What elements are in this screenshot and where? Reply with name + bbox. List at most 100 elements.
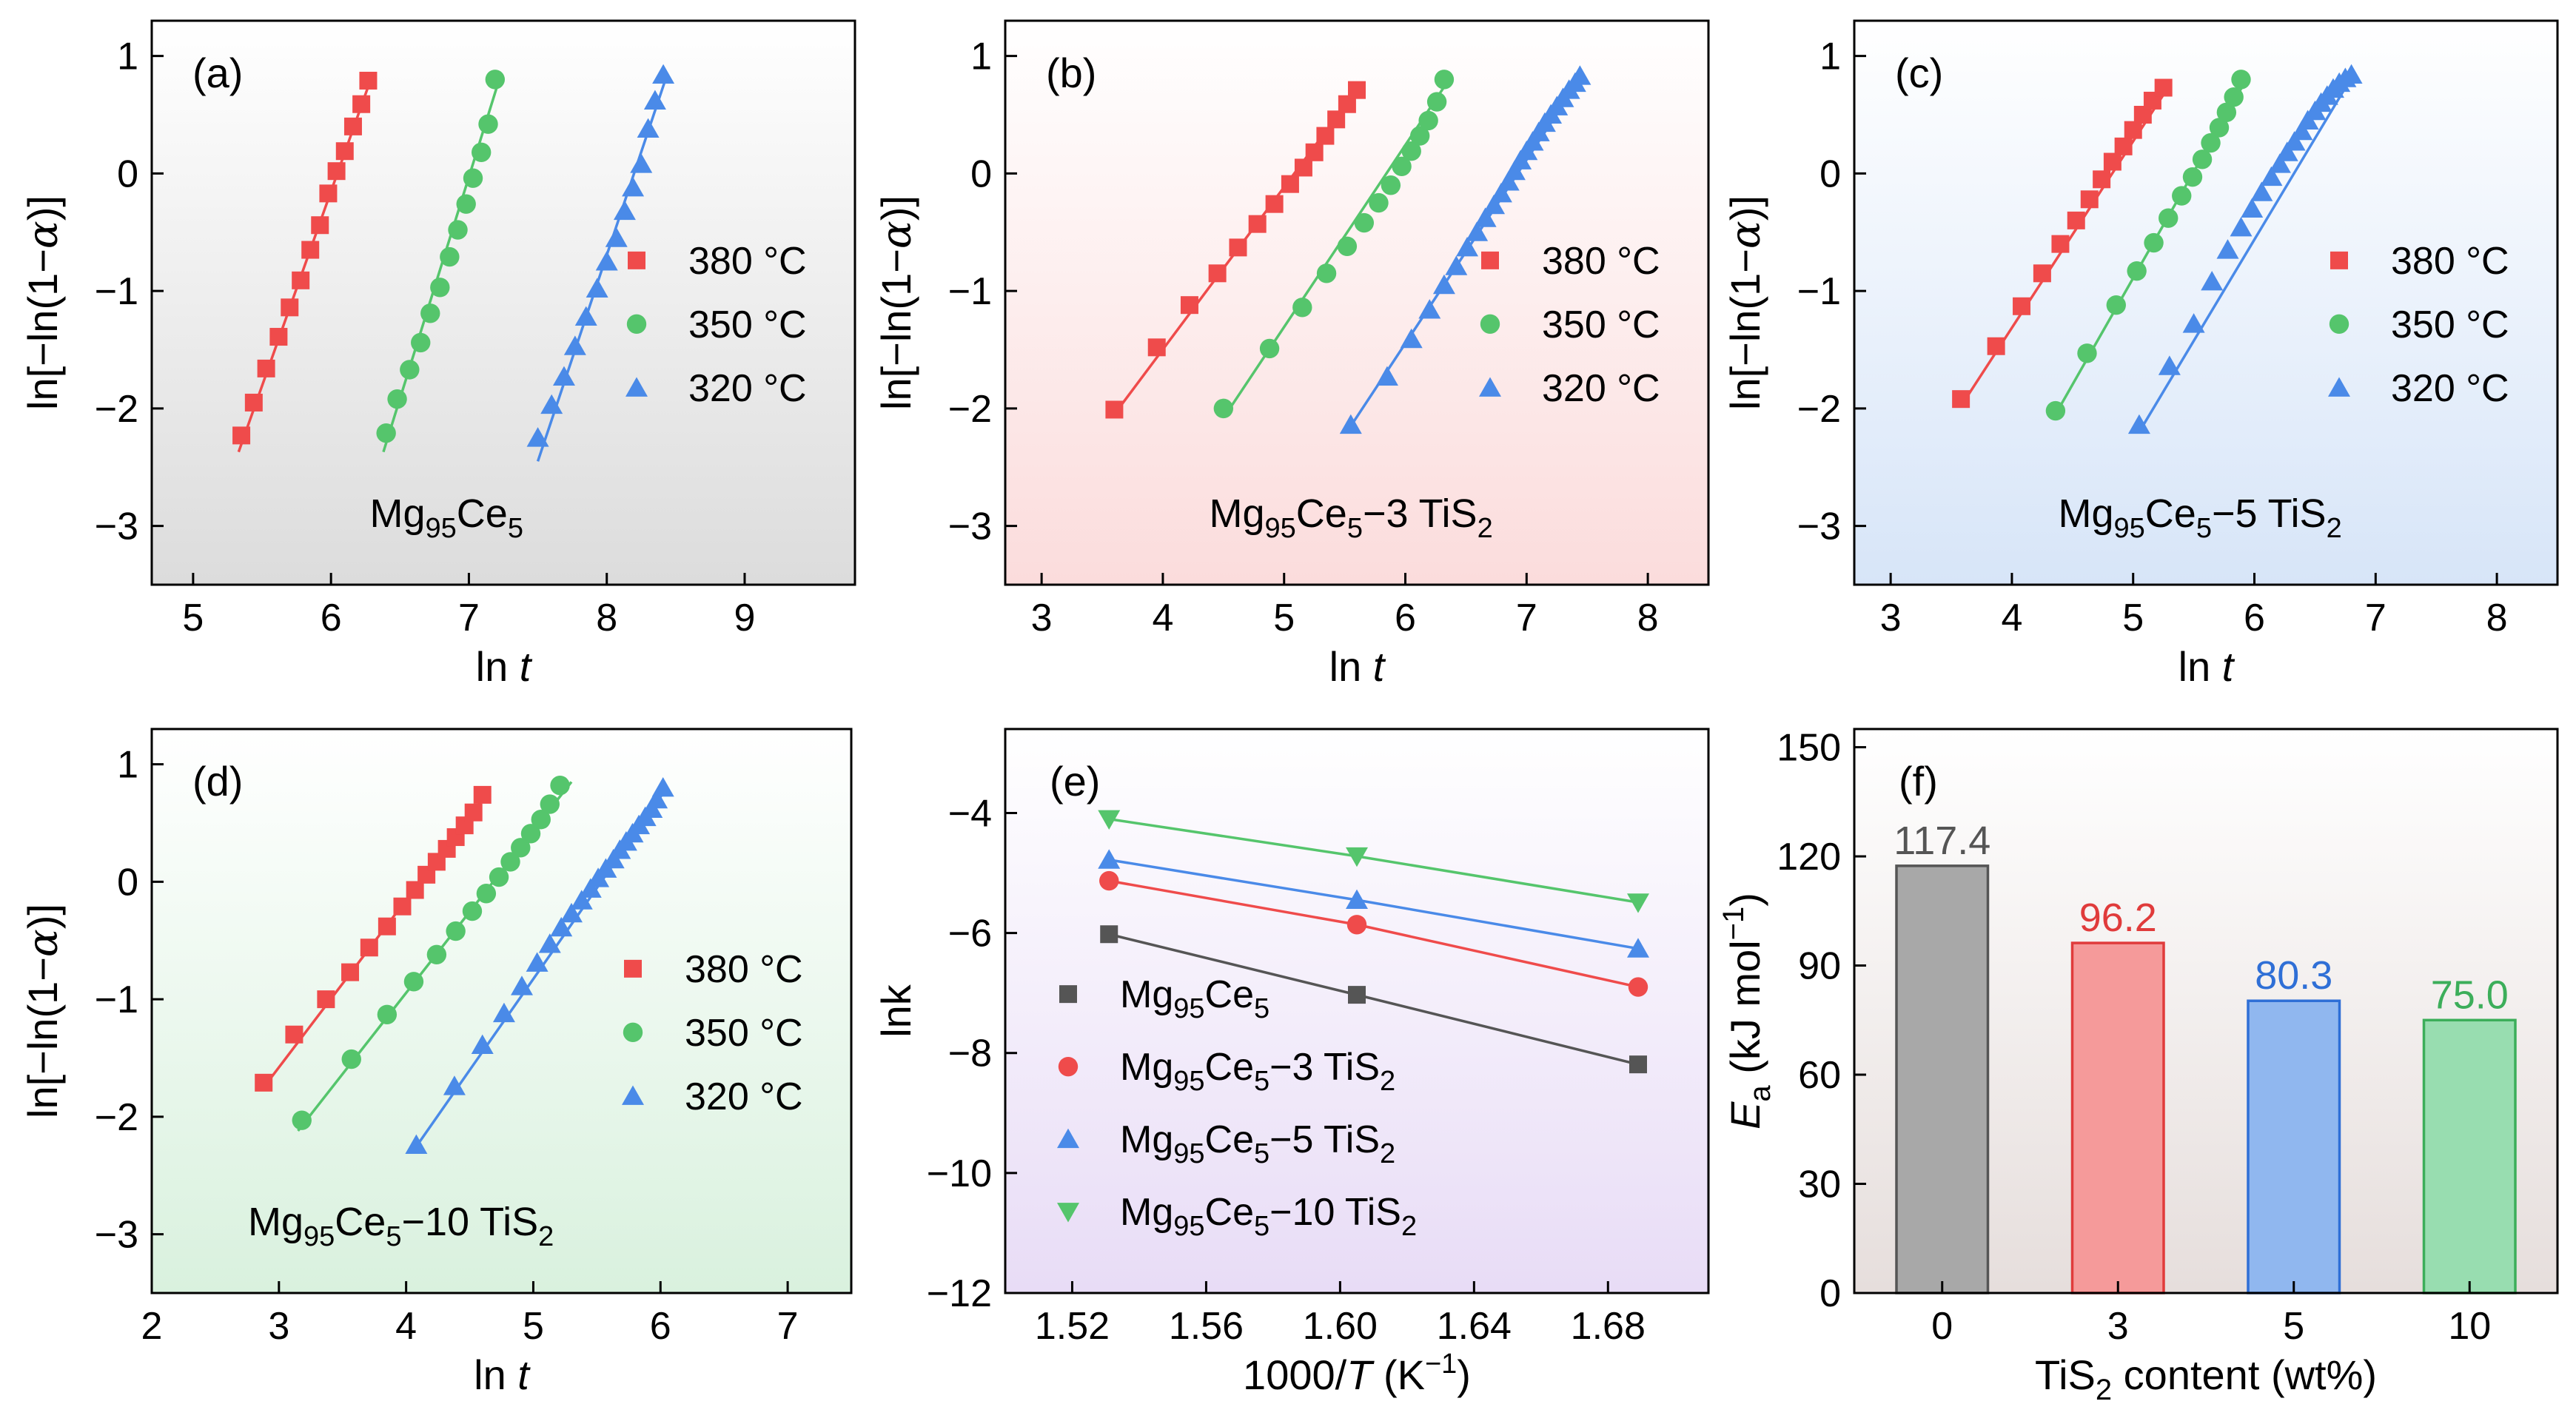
data-point: [1265, 195, 1284, 213]
data-point: [1375, 366, 1398, 386]
data-point: [1259, 338, 1280, 359]
data-point: [1987, 337, 2005, 355]
sample-name: Mg95Ce5−10 TiS2: [248, 1200, 554, 1252]
x-tick-label: 3: [1031, 597, 1053, 639]
legend: 380 °C 350 °C 320 °C: [625, 240, 807, 410]
legend-label: Mg95Ce5−3 TiS2: [1120, 1046, 1395, 1097]
plot-area: [1005, 729, 1708, 1293]
series-0: [1100, 925, 1647, 1074]
y-tick-label: −1: [95, 978, 138, 1021]
y-tick-label: −2: [95, 388, 138, 431]
data-point: [440, 246, 460, 267]
y-tick-label: 90: [1798, 945, 1841, 988]
data-point: [645, 788, 668, 809]
x-tick-label: 5: [182, 597, 204, 639]
x-tick-label: 5: [2283, 1305, 2304, 1348]
data-point: [1208, 264, 1227, 283]
data-point: [285, 1025, 303, 1044]
data-point: [1445, 255, 1468, 275]
data-point: [550, 916, 573, 937]
legend-label: 380 °C: [1542, 240, 1660, 283]
x-tick-label: 1.60: [1303, 1305, 1378, 1348]
data-point: [352, 95, 371, 113]
data-point: [269, 328, 288, 346]
legend-label: Mg95Ce5−5 TiS2: [1120, 1118, 1395, 1169]
data-point: [1474, 207, 1497, 227]
data-point: [2045, 400, 2066, 421]
data-point: [1346, 847, 1368, 867]
data-point: [511, 838, 531, 858]
data-point: [2124, 121, 2142, 139]
data-point: [376, 423, 396, 443]
y-axis-label: ln[−ln(1−α)]: [19, 904, 67, 1118]
series-2: [2127, 64, 2363, 434]
bar: [2247, 999, 2341, 1294]
data-point: [1100, 925, 1118, 944]
data-point: [2127, 414, 2150, 434]
fit-line: [536, 81, 666, 462]
panel-f: 117.4 0 96.2 3 80.3 5 75.0 10 0 30 60 90 120 150 Ea (k…: [1717, 727, 2559, 1406]
series-2: [1339, 65, 1591, 434]
x-tick-label: 10: [2448, 1305, 2491, 1348]
x-tick-label: 3: [1880, 597, 1902, 639]
series-1: [1099, 870, 1648, 997]
bar: [2070, 941, 2165, 1294]
legend-label: Mg95Ce5−10 TiS2: [1120, 1191, 1417, 1242]
y-tick-label: 0: [1819, 1272, 1841, 1315]
data-point: [1483, 194, 1506, 215]
data-point: [2283, 131, 2306, 151]
data-point: [1627, 938, 1649, 958]
x-tick-label: 3: [2107, 1305, 2129, 1348]
data-point: [2231, 70, 2251, 90]
panel-e: −12 −10 −8 −6 −4 1.52 1.56 1.60 1.64 1.68 lnk 1000/…: [873, 728, 1710, 1398]
legend-label: Mg95Ce5: [1120, 973, 1269, 1024]
data-point: [2013, 297, 2031, 315]
data-point: [471, 1034, 494, 1055]
y-tick-label: −2: [1797, 388, 1841, 431]
data-point: [311, 216, 329, 235]
x-tick-label: 9: [734, 597, 756, 639]
data-point: [2268, 153, 2291, 173]
bar-value-label: 117.4: [1894, 819, 1990, 863]
data-point: [605, 227, 628, 247]
data-point: [2144, 232, 2164, 253]
panel-label: (f): [1899, 758, 1938, 805]
series-3: [1098, 810, 1649, 913]
y-tick-label: −4: [948, 792, 992, 835]
data-point: [560, 902, 583, 923]
y-axis-label: ln[−ln(1−α)]: [19, 195, 67, 410]
legend-label: 380 °C: [685, 948, 803, 991]
legend-marker: [1481, 251, 1499, 269]
series-2: [1098, 849, 1649, 958]
data-point: [1105, 400, 1124, 419]
y-axis-label: ln[−ln(1−α)]: [873, 195, 921, 410]
data-point: [426, 944, 447, 965]
data-point: [570, 890, 593, 910]
data-point: [2192, 150, 2213, 169]
legend-marker: [624, 959, 642, 978]
data-point: [2224, 87, 2244, 107]
data-point: [2033, 264, 2051, 283]
legend-label: 350 °C: [688, 303, 807, 346]
x-tick-label: 6: [1395, 597, 1416, 639]
data-point: [430, 278, 450, 298]
y-tick-label: 60: [1798, 1054, 1841, 1097]
legend-marker: [1479, 377, 1501, 397]
data-point: [630, 153, 653, 173]
data-point: [292, 1110, 312, 1130]
data-point: [1348, 986, 1366, 1004]
y-tick-label: −1: [1797, 270, 1841, 313]
data-point: [643, 90, 666, 110]
x-tick-label: 6: [650, 1305, 671, 1348]
legend-marker: [2328, 377, 2350, 397]
data-point: [393, 897, 412, 916]
y-tick-label: −3: [95, 506, 138, 548]
data-point: [2127, 261, 2147, 281]
plot-area: [1854, 21, 2557, 585]
series-1: [1213, 70, 1455, 419]
legend-label: 350 °C: [1542, 303, 1660, 346]
data-point: [637, 118, 660, 138]
data-point: [1456, 236, 1479, 257]
data-point: [406, 881, 424, 899]
